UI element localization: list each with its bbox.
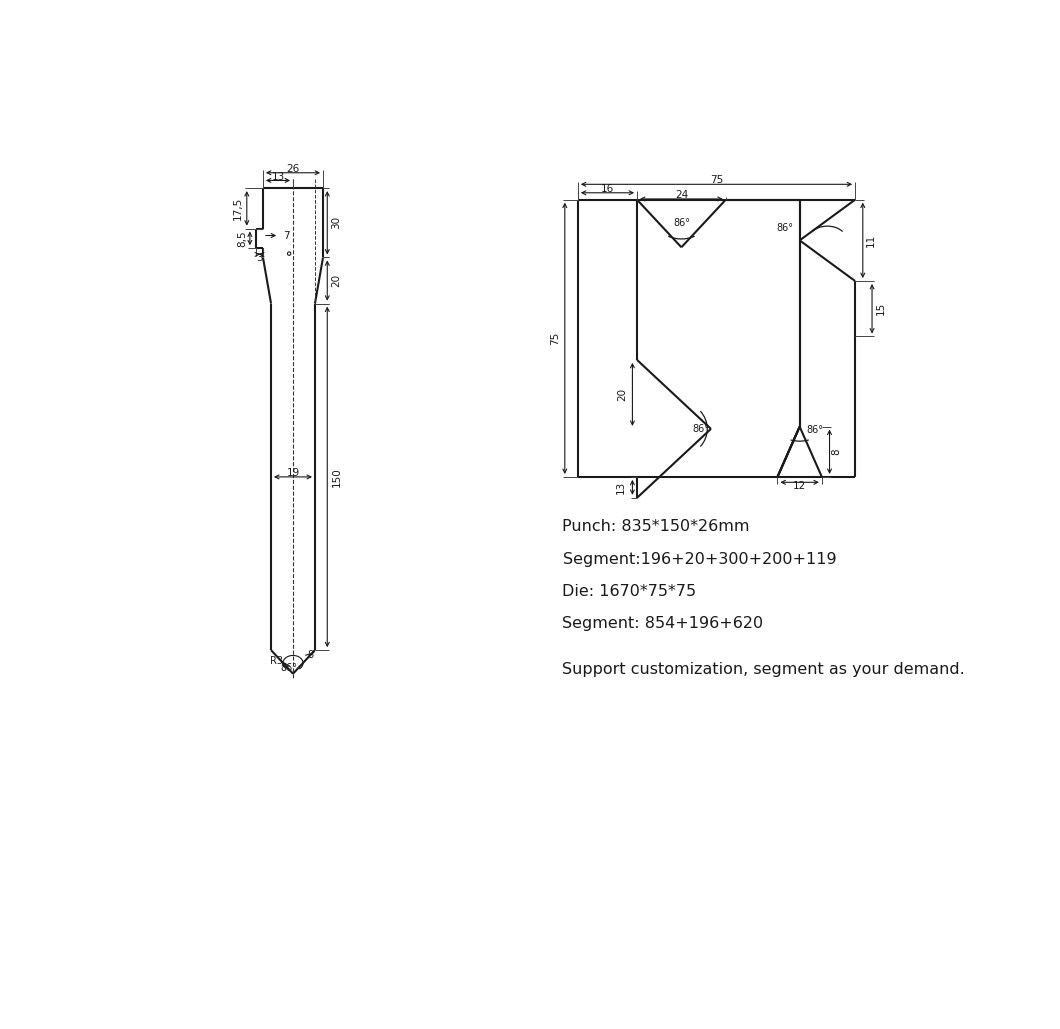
Text: 86°: 86°: [280, 663, 297, 673]
Text: 75: 75: [710, 176, 723, 185]
Text: 3: 3: [257, 253, 263, 263]
Text: 86°: 86°: [777, 223, 794, 234]
Text: 150: 150: [332, 467, 342, 487]
Text: Punch: 835*150*26mm: Punch: 835*150*26mm: [563, 520, 750, 534]
Text: 20: 20: [617, 388, 628, 401]
Text: 7: 7: [283, 230, 289, 241]
Text: 17,5: 17,5: [232, 197, 243, 220]
Text: 86°: 86°: [807, 425, 824, 435]
Text: 12: 12: [793, 482, 807, 491]
Text: 13: 13: [271, 172, 284, 181]
Text: 20: 20: [332, 274, 341, 287]
Text: 86°: 86°: [673, 217, 690, 227]
Text: Segment:196+20+300+200+119: Segment:196+20+300+200+119: [563, 552, 836, 567]
Text: Segment: 854+196+620: Segment: 854+196+620: [563, 616, 763, 631]
Text: 15: 15: [876, 303, 885, 315]
Text: Die: 1670*75*75: Die: 1670*75*75: [563, 583, 696, 599]
Text: 75: 75: [550, 331, 561, 345]
Text: 11: 11: [866, 234, 877, 247]
Text: 13: 13: [616, 481, 625, 494]
Text: 19: 19: [286, 468, 300, 478]
Text: 8: 8: [307, 650, 313, 660]
Text: 8,5: 8,5: [237, 230, 247, 247]
Text: 30: 30: [332, 216, 341, 229]
Text: 24: 24: [675, 190, 688, 200]
Text: Support customization, segment as your demand.: Support customization, segment as your d…: [563, 663, 966, 677]
Text: 8: 8: [831, 449, 842, 455]
Text: 16: 16: [601, 184, 614, 193]
Text: 86°: 86°: [692, 424, 709, 434]
Text: R3: R3: [269, 655, 283, 666]
Text: 26: 26: [286, 164, 300, 174]
